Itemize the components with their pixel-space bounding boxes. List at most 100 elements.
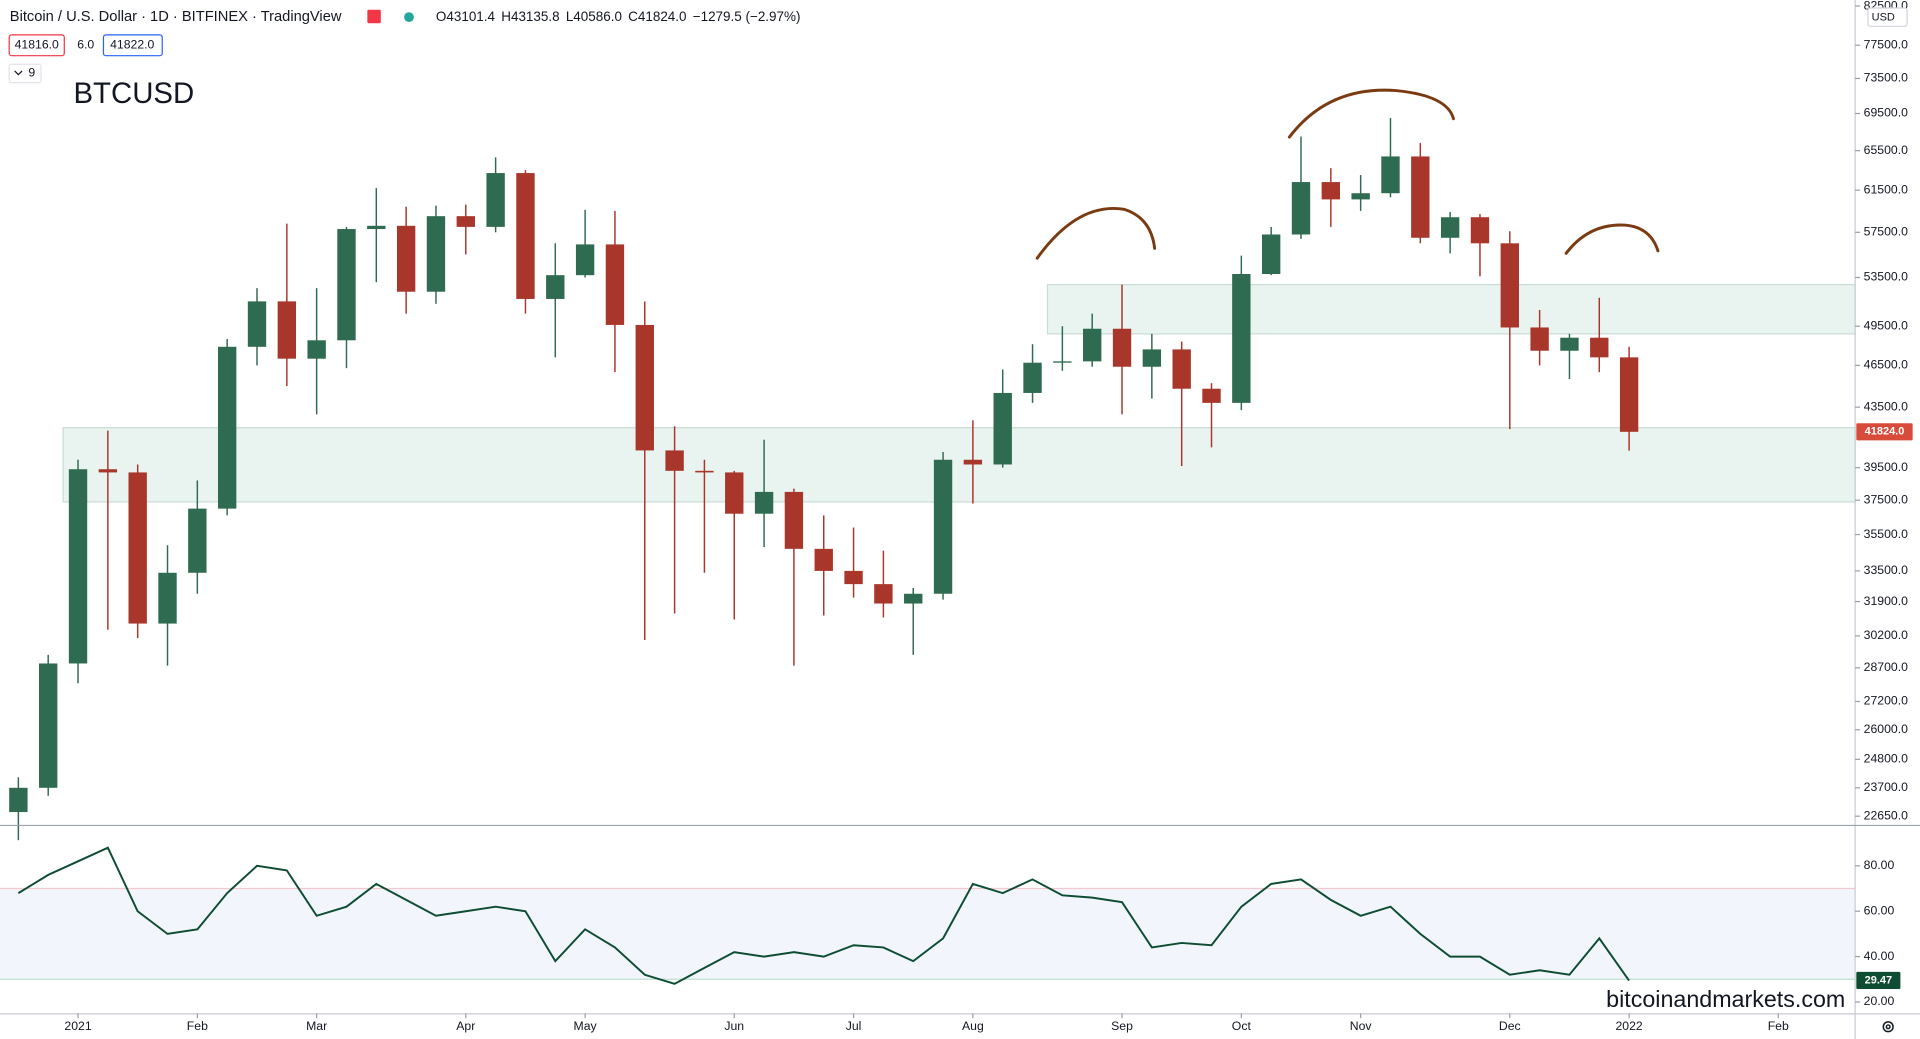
- y-tick-label: 46500.0: [1864, 358, 1908, 372]
- candle-body: [784, 491, 804, 549]
- candle-body: [1053, 361, 1072, 363]
- candle-body: [1142, 349, 1162, 367]
- y-tick-label: 73500.0: [1864, 71, 1908, 85]
- candle-body: [1172, 349, 1191, 389]
- candle-body: [456, 216, 475, 227]
- candle-body: [188, 508, 207, 573]
- currency: USD: [1872, 12, 1895, 24]
- y-tick-label: 31900.0: [1864, 594, 1908, 608]
- y-tick-label: 23700.0: [1864, 780, 1908, 794]
- y-tick-label: 49500.0: [1864, 318, 1908, 332]
- candle-body: [1440, 217, 1460, 238]
- price-zone: [62, 427, 1856, 503]
- ask-box[interactable]: [102, 34, 163, 57]
- currency-select[interactable]: [1867, 7, 1908, 27]
- candle-body: [367, 225, 386, 230]
- x-tick-label: Feb: [187, 1019, 208, 1033]
- y-tick-label: 28700.0: [1864, 660, 1908, 674]
- candle-body: [39, 663, 58, 788]
- y-tick-label: 37500.0: [1864, 492, 1908, 506]
- x-tick-label: Jul: [846, 1019, 862, 1033]
- candle-body: [1083, 328, 1102, 362]
- candle-body: [1470, 217, 1490, 244]
- candle-body: [1351, 193, 1370, 200]
- candle-body: [874, 584, 893, 604]
- ohlc-low: L40586.0: [566, 9, 622, 24]
- indicator-toggle[interactable]: [8, 63, 42, 84]
- y-tick-label: 57500.0: [1864, 225, 1908, 239]
- spread: 6.0: [77, 38, 94, 52]
- y-tick-label: 22650.0: [1864, 808, 1908, 822]
- x-tick-label: Dec: [1499, 1019, 1521, 1033]
- y-tick-label: 43500.0: [1864, 399, 1908, 413]
- price-tag-label: 41824.0: [1865, 426, 1905, 438]
- watermark: bitcoinandmarkets.com: [1606, 986, 1845, 1012]
- candle-body: [217, 346, 237, 509]
- candle-body: [933, 459, 953, 594]
- price-zone: [1046, 283, 1856, 335]
- x-tick-label: Aug: [962, 1019, 984, 1033]
- rsi-line: [17, 846, 1630, 985]
- ohlc-readout: O43101.4 H43135.8 L40586.0 C41824.0 −127…: [436, 9, 801, 24]
- rsi-y-tick-label: 80.00: [1864, 858, 1895, 872]
- candle-body: [1530, 327, 1549, 351]
- candle-body: [575, 244, 595, 276]
- candle-body: [396, 225, 416, 292]
- x-tick-label: Oct: [1232, 1019, 1252, 1033]
- y-tick-label: 24800.0: [1864, 752, 1908, 766]
- ask-price: 41822.0: [110, 38, 154, 52]
- candle-body: [754, 491, 774, 514]
- candle-body: [1291, 182, 1311, 235]
- candle-body: [1411, 156, 1430, 238]
- y-tick-label: 65500.0: [1864, 143, 1908, 157]
- flag-icon[interactable]: [367, 9, 381, 24]
- rsi-tag: [1856, 971, 1901, 990]
- x-tick-label: Feb: [1768, 1019, 1789, 1033]
- candle-body: [277, 301, 297, 359]
- candle-body: [1560, 337, 1579, 351]
- rsi-y-tick-label: 40.00: [1864, 949, 1895, 963]
- candles-layer: [9, 118, 1639, 841]
- right-shoulder-arc: [1564, 223, 1660, 255]
- candle-body: [98, 469, 118, 473]
- candle-body: [635, 324, 654, 451]
- bid-price: 41816.0: [15, 38, 59, 52]
- indicator-count: 9: [28, 66, 35, 80]
- bid-box[interactable]: [8, 34, 65, 57]
- candle-body: [128, 472, 147, 624]
- candle-body: [1590, 337, 1609, 358]
- indicator-layer: [0, 846, 1856, 985]
- candle-body: [814, 548, 833, 571]
- candle-body: [1261, 234, 1281, 274]
- rsi-y-tick-label: 20.00: [1864, 994, 1895, 1008]
- y-tick-label: 33500.0: [1864, 563, 1908, 577]
- candle-body: [1381, 156, 1400, 194]
- settings-icon[interactable]: [1882, 1021, 1894, 1033]
- ohlc-open: O43101.4: [436, 9, 496, 24]
- candle-body: [1232, 273, 1251, 403]
- zones-layer: [62, 283, 1856, 503]
- drawings: [1035, 88, 1660, 260]
- y-tick-label: 69500.0: [1864, 106, 1908, 120]
- candle-body: [963, 459, 983, 465]
- candle-body: [1321, 182, 1341, 200]
- candle-body: [605, 244, 625, 325]
- candle-body: [993, 392, 1012, 465]
- y-tick-label: 53500.0: [1864, 270, 1908, 284]
- candle-body: [1619, 357, 1639, 432]
- candle-body: [307, 340, 326, 359]
- candle-body: [1202, 388, 1221, 403]
- ohlc-high: H43135.8: [501, 9, 559, 24]
- x-tick-label: Jun: [724, 1019, 744, 1033]
- candle-body: [844, 570, 863, 585]
- left-shoulder-arc: [1035, 206, 1157, 260]
- candle-body: [9, 787, 28, 813]
- x-tick-label: Sep: [1111, 1019, 1133, 1033]
- candle-body: [516, 173, 535, 299]
- y-tick-label: 26000.0: [1864, 722, 1908, 736]
- candle-body: [1023, 362, 1042, 393]
- ohlc-change: −1279.5 (−2.97%): [693, 9, 801, 24]
